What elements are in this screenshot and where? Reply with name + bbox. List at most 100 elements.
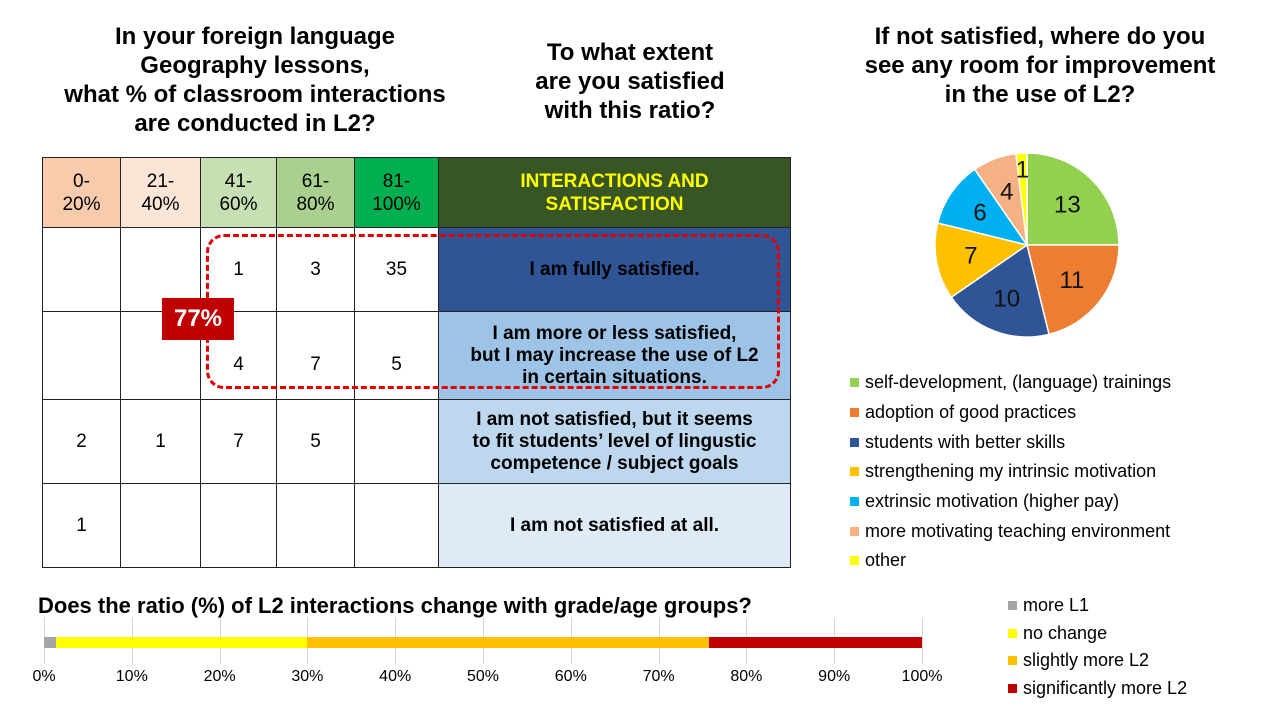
table-cell: 7 [276, 311, 355, 400]
pie-slice-label: 7 [964, 242, 977, 269]
legend-swatch-icon [850, 437, 859, 447]
x-tick-label: 40% [379, 668, 412, 685]
legend-item: strengthening my intrinsic motivation [850, 457, 1171, 487]
table-cell [276, 483, 355, 568]
table-cell: 5 [276, 399, 355, 484]
x-tick-label: 20% [203, 668, 236, 685]
table-cell [354, 483, 439, 568]
table-row: 1 3 35 I am fully satisfied. [42, 227, 791, 312]
x-tick-label: 0% [32, 668, 56, 685]
satisfaction-label: I am more or less satisfied, but I may i… [438, 311, 791, 400]
pie-slice-label: 11 [1059, 267, 1084, 294]
title-line: are conducted in L2? [134, 110, 376, 137]
pie-slice [950, 243, 1050, 338]
legend-item: no change [1008, 620, 1187, 648]
table-cell [354, 399, 439, 484]
gridline [922, 618, 923, 664]
pie-slice-label: 10 [993, 285, 1020, 312]
table-cell: 7 [200, 399, 277, 484]
pie-slice-label: 13 [1054, 192, 1081, 219]
legend-item: more motivating teaching environment [850, 516, 1171, 546]
legend-swatch-icon [850, 408, 859, 418]
legend-swatch-icon [850, 467, 859, 477]
x-tick-label: 70% [642, 668, 675, 685]
legend-swatch-icon [850, 497, 859, 507]
highlight-percentage-badge: 77% [162, 298, 234, 340]
table-cell: 5 [354, 311, 439, 400]
table-cell: 1 [42, 483, 121, 568]
interactions-question-title: In your foreign language Geography lesso… [30, 22, 480, 138]
satisfaction-question-title: To what extent are you satisfied with th… [500, 38, 760, 125]
table-cell [120, 227, 201, 312]
bar-segment [708, 637, 922, 648]
title-line: in the use of L2? [944, 81, 1136, 108]
legend-item: other [850, 546, 1171, 576]
bar-legend: more L1 no change slightly more L2 signi… [1008, 592, 1187, 702]
x-tick-label: 90% [818, 668, 851, 685]
header-41-60: 41- 60% [200, 157, 277, 228]
table-row: 2 1 7 5 I am not satisfied, but it seems… [42, 399, 791, 484]
header-0-20: 0- 20% [42, 157, 121, 228]
x-tick-label: 60% [554, 668, 587, 685]
pie-slice-label: 4 [1000, 179, 1013, 206]
legend-item: students with better skills [850, 427, 1171, 457]
title-line: To what extent [546, 39, 714, 66]
table-cell [42, 227, 121, 312]
title-line: with this ratio? [544, 97, 716, 124]
title-line: In your foreign language [114, 23, 396, 50]
table-cell: 35 [354, 227, 439, 312]
title-line: If not satisfied, where do you [874, 23, 1206, 50]
table-cell: 2 [42, 399, 121, 484]
title-line: are you satisfied [535, 68, 725, 95]
table-cell [120, 483, 201, 568]
pie-slice [1026, 152, 1120, 246]
satisfaction-label: I am fully satisfied. [438, 227, 791, 312]
pie-slice [934, 222, 1029, 299]
table-cell [200, 483, 277, 568]
bar-segment [56, 637, 308, 648]
title-line: see any room for improvement [864, 52, 1216, 79]
pie-slice [936, 168, 1029, 247]
table-cell [42, 311, 121, 400]
grade-change-bar-chart [44, 618, 923, 664]
pie-slice-label: 1 [1016, 157, 1029, 184]
legend-item: significantly more L2 [1008, 675, 1187, 703]
x-tick-label: 100% [901, 668, 943, 685]
table-cell: 3 [276, 227, 355, 312]
legend-item: slightly more L2 [1008, 647, 1187, 675]
x-tick-label: 30% [291, 668, 324, 685]
legend-swatch-icon [850, 526, 859, 536]
legend-item: extrinsic motivation (higher pay) [850, 487, 1171, 517]
grade-change-title: Does the ratio (%) of L2 interactions ch… [38, 593, 752, 618]
x-tick-label: 50% [466, 668, 500, 685]
pie-slice [1026, 244, 1120, 336]
legend-swatch-icon [1008, 656, 1017, 666]
legend-swatch-icon [1008, 601, 1017, 611]
legend-swatch-icon [850, 556, 859, 566]
legend-item: adoption of good practices [850, 398, 1171, 428]
legend-swatch-icon [850, 378, 859, 388]
bar-segment [44, 637, 57, 648]
satisfaction-label: I am not satisfied at all. [438, 483, 791, 568]
legend-item: self-development, (language) trainings [850, 368, 1171, 398]
x-tick-label: 80% [730, 668, 763, 685]
table-row: 4 7 5 I am more or less satisfied, but I… [42, 311, 791, 400]
satisfaction-label: I am not satisfied, but it seems to fit … [438, 399, 791, 484]
pie-legend: self-development, (language) trainings a… [850, 368, 1171, 576]
header-interactions-satisfaction: INTERACTIONS AND SATISFACTION [438, 157, 791, 228]
bar-segment [307, 637, 709, 648]
pie-slice-label: 6 [973, 200, 986, 227]
header-81-100: 81- 100% [354, 157, 439, 228]
stacked-bar [44, 637, 922, 648]
interaction-satisfaction-table: 0- 20% 21- 40% 41- 60% 61- 80% 81- 100% INTER… [42, 157, 791, 568]
x-tick-label: 10% [115, 668, 148, 685]
improvement-question-title: If not satisfied, where do you see any r… [830, 22, 1250, 109]
improvement-pie-chart: 13 11 10 7 641 [934, 152, 1120, 338]
title-line: what % of classroom interactions [64, 81, 446, 108]
title-line: Geography lessons, [140, 52, 370, 79]
header-21-40: 21- 40% [120, 157, 201, 228]
legend-swatch-icon [1008, 628, 1017, 638]
table-cell: 1 [120, 399, 201, 484]
pie-slice [1015, 152, 1028, 246]
table-row: 1 I am not satisfied at all. [42, 483, 791, 568]
